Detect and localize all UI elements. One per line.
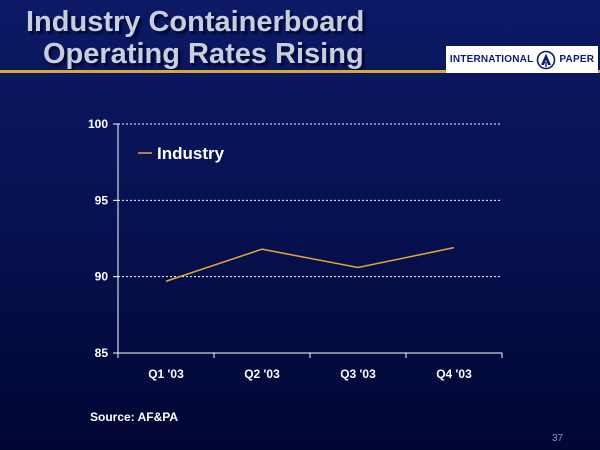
series-line-industry — [165, 246, 455, 282]
slide-title: Industry Containerboard Operating Rates … — [26, 6, 364, 70]
x-tick-label: Q3 '03 — [340, 367, 376, 381]
logo-word-left: INTERNATIONAL — [449, 54, 534, 65]
series-lines — [165, 246, 455, 282]
logo-tree-icon — [537, 50, 556, 69]
slide-title-line-2: Operating Rates Rising — [43, 38, 364, 70]
source-note: Source: AF&PA — [90, 410, 179, 424]
logo-word-right: PAPER — [559, 54, 595, 65]
x-tick-label: Q1 '03 — [148, 367, 184, 381]
chart-legend: Industry — [138, 144, 225, 163]
y-tick-label: 100 — [88, 117, 108, 131]
y-tick-label: 90 — [95, 270, 109, 284]
title-underline — [0, 70, 600, 73]
y-tick-labels: 85 90 95 100 — [88, 117, 108, 360]
slide-title-line-1: Industry Containerboard — [26, 6, 365, 38]
page-number: 37 — [552, 433, 564, 444]
y-tick-label: 95 — [95, 193, 109, 207]
x-tick-labels: Q1 '03 Q2 '03 Q3 '03 Q4 '03 — [148, 367, 472, 381]
company-logo: INTERNATIONAL PAPER — [446, 46, 598, 73]
y-tick-label: 85 — [95, 346, 109, 360]
chart-axes — [113, 123, 503, 358]
legend-label: Industry — [157, 144, 225, 163]
x-tick-label: Q4 '03 — [436, 367, 472, 381]
x-tick-label: Q2 '03 — [244, 367, 280, 381]
